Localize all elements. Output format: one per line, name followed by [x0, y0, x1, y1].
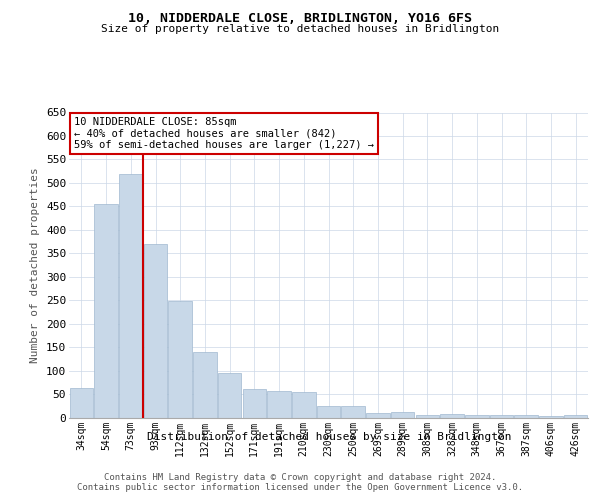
Bar: [440, 414, 464, 418]
Bar: [564, 415, 587, 418]
Bar: [490, 415, 513, 418]
Bar: [539, 416, 563, 418]
Text: Distribution of detached houses by size in Bridlington: Distribution of detached houses by size …: [146, 432, 511, 442]
Bar: [366, 413, 389, 418]
Bar: [514, 415, 538, 418]
Text: 10 NIDDERDALE CLOSE: 85sqm
← 40% of detached houses are smaller (842)
59% of sem: 10 NIDDERDALE CLOSE: 85sqm ← 40% of deta…: [74, 117, 374, 150]
Bar: [144, 244, 167, 418]
Bar: [193, 352, 217, 418]
Bar: [465, 414, 488, 418]
Bar: [218, 373, 241, 418]
Bar: [341, 406, 365, 417]
Bar: [70, 388, 93, 418]
Bar: [268, 391, 291, 417]
Bar: [169, 301, 192, 418]
Bar: [119, 174, 143, 418]
Bar: [317, 406, 340, 417]
Text: 10, NIDDERDALE CLOSE, BRIDLINGTON, YO16 6FS: 10, NIDDERDALE CLOSE, BRIDLINGTON, YO16 …: [128, 12, 472, 26]
Bar: [94, 204, 118, 418]
Text: Contains HM Land Registry data © Crown copyright and database right 2024.
Contai: Contains HM Land Registry data © Crown c…: [77, 472, 523, 492]
Bar: [242, 390, 266, 417]
Y-axis label: Number of detached properties: Number of detached properties: [31, 167, 40, 363]
Bar: [416, 414, 439, 418]
Bar: [391, 412, 415, 418]
Bar: [292, 392, 316, 417]
Text: Size of property relative to detached houses in Bridlington: Size of property relative to detached ho…: [101, 24, 499, 34]
